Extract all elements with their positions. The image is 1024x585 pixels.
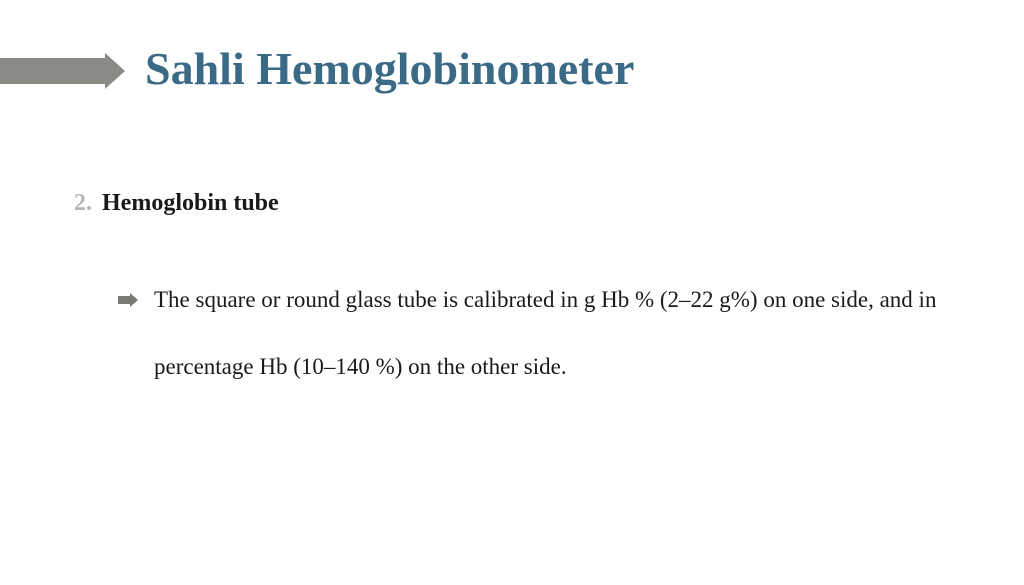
list-number: 2. xyxy=(60,190,92,217)
arrow-right-icon xyxy=(105,53,125,89)
accent-bar xyxy=(0,58,105,84)
slide-content: 2. Hemoglobin tube The square or round g… xyxy=(60,190,964,400)
arrow-bullet-icon xyxy=(118,293,140,307)
sublist-item: The square or round glass tube is calibr… xyxy=(118,285,964,400)
list-heading: Hemoglobin tube xyxy=(102,190,279,217)
list-item: 2. Hemoglobin tube xyxy=(60,190,964,217)
sublist: The square or round glass tube is calibr… xyxy=(118,285,964,400)
sublist-text: The square or round glass tube is calibr… xyxy=(154,267,964,400)
slide-header: Sahli Hemoglobinometer xyxy=(0,0,1024,105)
slide-title: Sahli Hemoglobinometer xyxy=(145,42,634,95)
